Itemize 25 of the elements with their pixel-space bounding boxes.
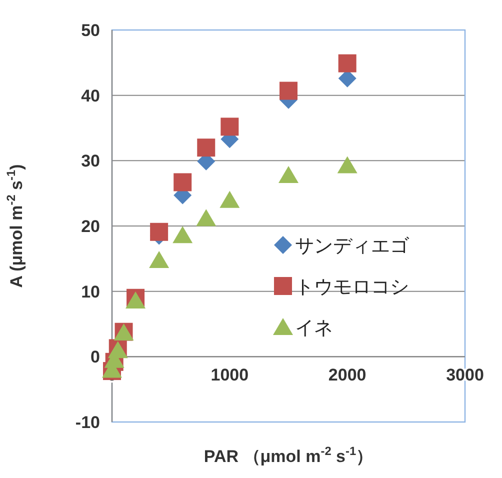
legend-label: トウモロコシ bbox=[295, 277, 409, 298]
y-tick-label: 40 bbox=[81, 86, 100, 106]
point bbox=[220, 118, 239, 136]
point bbox=[197, 138, 216, 157]
y-tick-label: 10 bbox=[81, 282, 100, 302]
y-tick-label: 20 bbox=[81, 217, 100, 236]
x-tick-label: 1000 bbox=[210, 366, 249, 385]
point bbox=[220, 190, 240, 208]
x-tick-label: 2000 bbox=[328, 366, 366, 385]
y-tick-label: -10 bbox=[75, 413, 100, 432]
y-tick-label: 30 bbox=[81, 152, 100, 171]
point bbox=[149, 250, 170, 268]
legend-label: サンディエゴ bbox=[295, 236, 410, 257]
point bbox=[196, 209, 216, 226]
y-tick-label: 0 bbox=[90, 348, 100, 367]
x-axis-title: PAR （μmol m$^{-2}$ s$^{-1}$） bbox=[204, 444, 374, 466]
point bbox=[174, 173, 192, 192]
point bbox=[280, 82, 298, 100]
point bbox=[278, 166, 298, 184]
point bbox=[338, 54, 356, 72]
point bbox=[150, 222, 168, 241]
y-tick-label: 50 bbox=[81, 21, 100, 40]
point bbox=[337, 156, 358, 174]
legend-label: イネ bbox=[295, 318, 333, 339]
point bbox=[172, 226, 193, 244]
